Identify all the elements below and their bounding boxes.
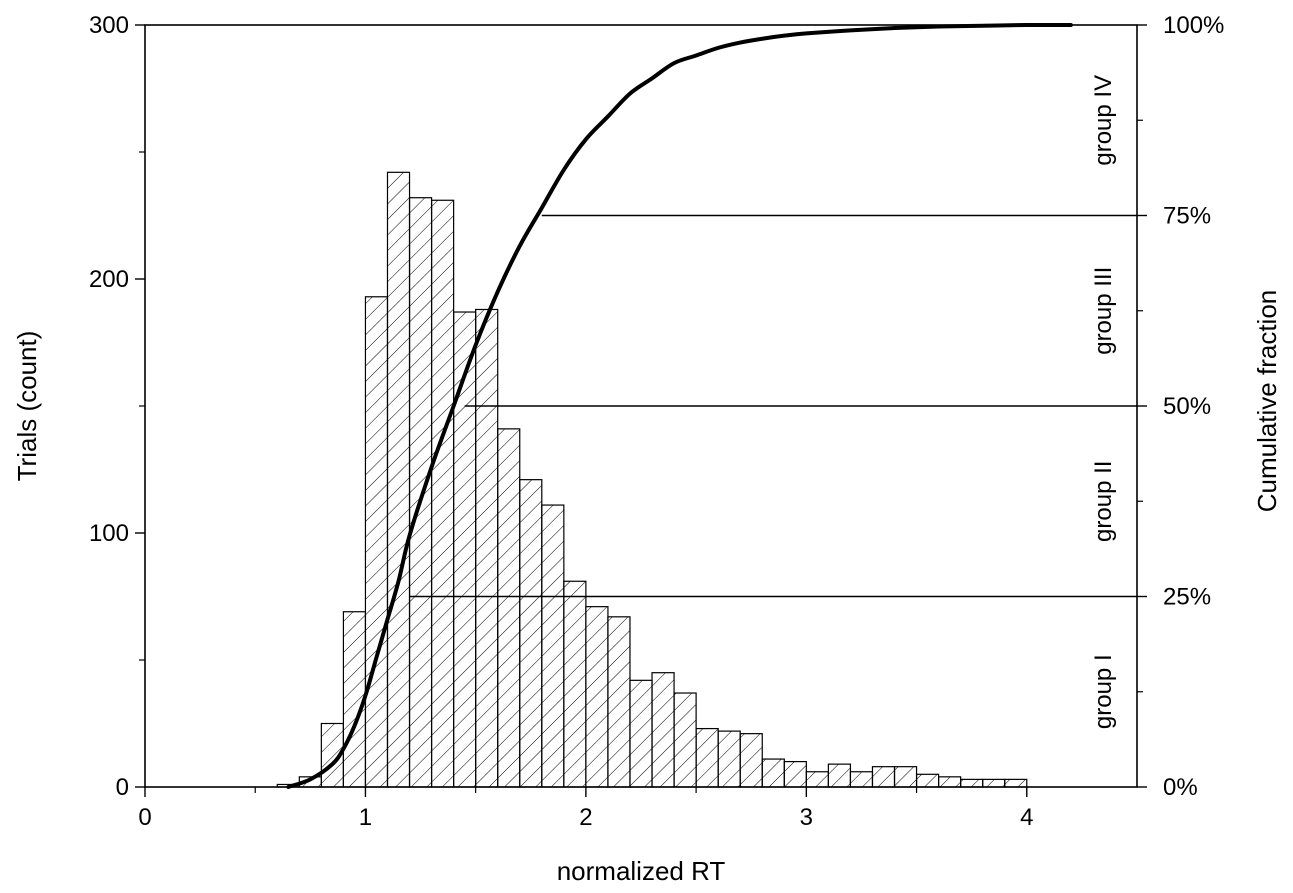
histogram-bar <box>629 679 653 788</box>
x-tick-label: 1 <box>359 804 372 831</box>
y2-tick-label: 25% <box>1163 584 1211 611</box>
y-tick-label: 100 <box>89 520 129 547</box>
histogram-bar <box>651 672 675 788</box>
histogram-bar <box>430 199 455 788</box>
histogram-bar <box>805 771 829 788</box>
cumulative-fraction-line <box>286 22 1073 789</box>
y-tick-label: 0 <box>116 774 129 801</box>
histogram-bar <box>982 778 1006 788</box>
x-tick-label: 0 <box>138 804 151 831</box>
histogram-bar <box>585 606 609 788</box>
y-tick-label: 300 <box>89 12 129 39</box>
axis-labels: 0 1 2 3 4 0 100 200 300 0% 25% 50% 75% 100% <box>89 12 1224 831</box>
histogram-bar <box>1004 778 1028 788</box>
histogram-bar <box>607 616 631 788</box>
histogram-bar <box>497 428 521 788</box>
histogram-bar <box>827 763 852 788</box>
histogram-bar <box>717 730 741 788</box>
histogram-bar <box>673 692 697 788</box>
y2-axis-title: Cumulative fraction <box>1252 290 1282 513</box>
group-label: group IV <box>1090 75 1117 166</box>
y-axis-title: Trials (count) <box>12 331 42 482</box>
x-axis-title: normalized RT <box>557 856 726 886</box>
x-tick-label: 3 <box>800 804 813 831</box>
x-tick-label: 2 <box>579 804 592 831</box>
group-label: group II <box>1090 461 1117 542</box>
histogram-bar <box>695 727 719 788</box>
histogram-bar <box>893 766 918 788</box>
histogram-bar <box>541 504 565 788</box>
histogram-bar <box>453 311 477 788</box>
y-tick-label: 200 <box>89 266 129 293</box>
y2-tick-label: 0% <box>1163 774 1198 801</box>
group-labels: group I group II group III group IV <box>1090 75 1117 729</box>
histogram-bar <box>937 776 962 788</box>
histogram-bar <box>364 296 389 788</box>
histogram-bars <box>276 171 1028 788</box>
histogram-bar <box>871 766 896 788</box>
axis-ticks <box>135 24 1147 797</box>
cumulative-curve <box>286 22 1073 789</box>
histogram-bar <box>783 760 807 788</box>
histogram-bar <box>475 308 499 788</box>
y2-tick-label: 50% <box>1163 393 1211 420</box>
group-label: group I <box>1090 654 1117 729</box>
x-tick-label: 4 <box>1020 804 1033 831</box>
histogram-bar <box>761 758 785 788</box>
y2-tick-label: 75% <box>1163 203 1211 230</box>
quartile-lines <box>409 214 1137 598</box>
histogram-bar <box>563 580 587 788</box>
histogram-bar <box>408 197 433 788</box>
histogram-bar <box>386 171 411 788</box>
group-label: group III <box>1090 267 1117 355</box>
y2-tick-label: 100% <box>1163 12 1224 39</box>
histogram-bar <box>739 733 763 788</box>
histogram-bar <box>915 773 940 788</box>
histogram-bar <box>849 771 874 788</box>
histogram-bar <box>519 479 543 788</box>
histogram-bar <box>960 778 984 788</box>
